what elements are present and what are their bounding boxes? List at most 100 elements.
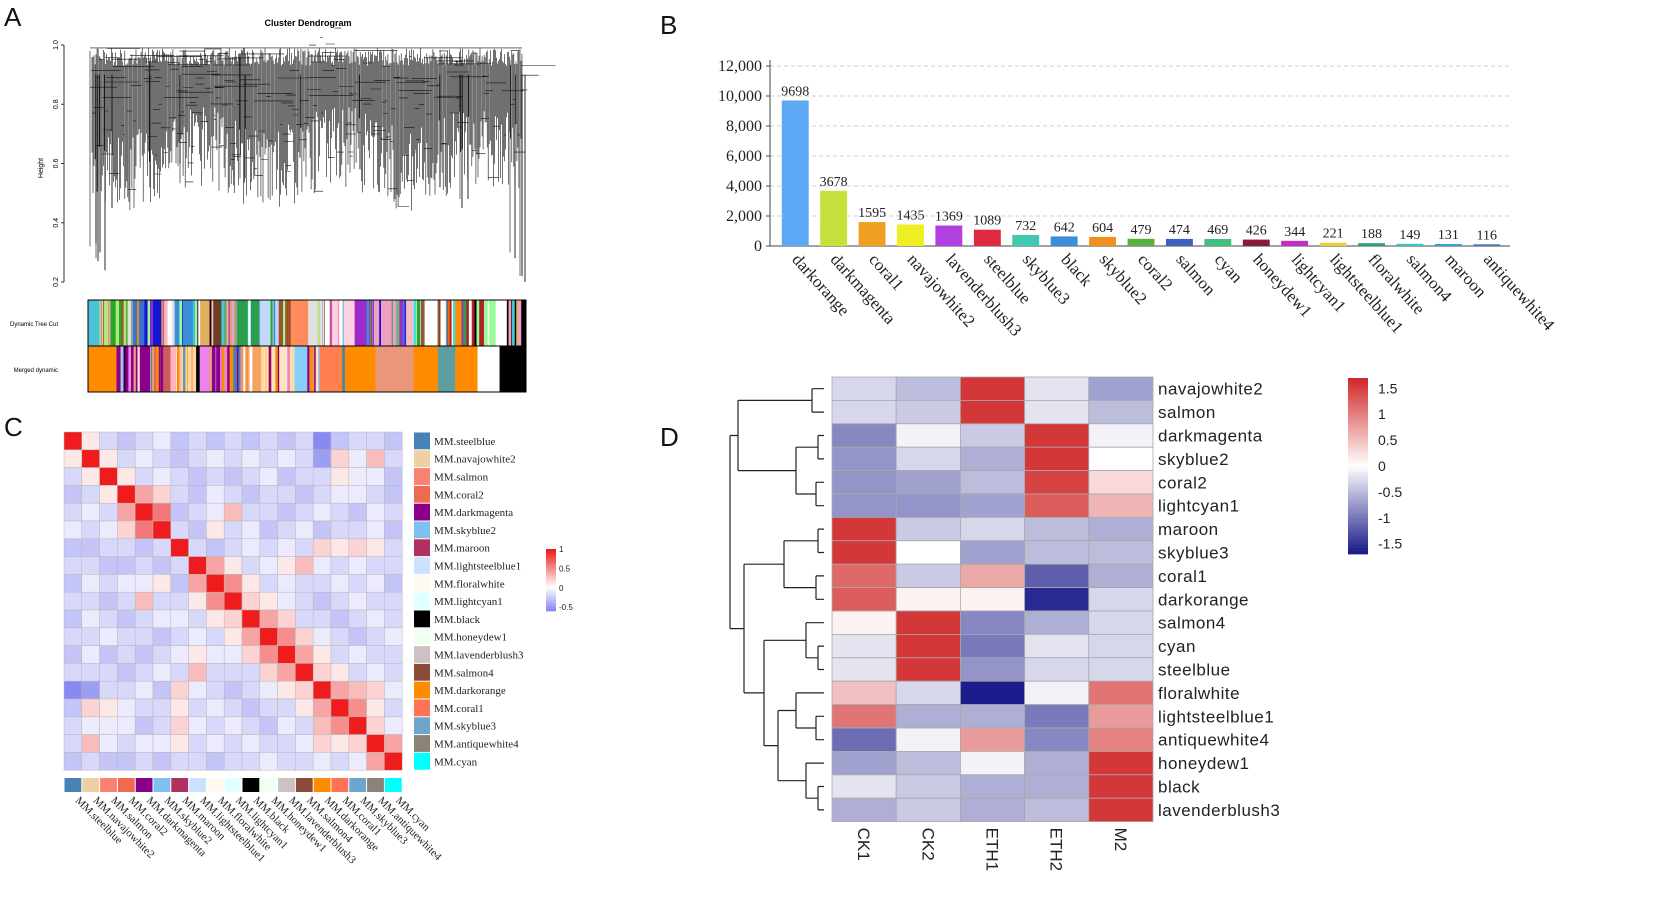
bar: [1358, 243, 1385, 246]
correlation-cell: [170, 431, 189, 451]
dynamic-tree-cut-stripe: [366, 300, 370, 346]
trait-heatmap-cell: [1024, 399, 1090, 425]
correlation-col-color-swatch: [384, 778, 402, 792]
correlation-row-color-swatch: [414, 752, 430, 770]
trait-heatmap-cell: [1024, 774, 1090, 799]
trait-heatmap-cell: [895, 517, 961, 542]
correlation-cell: [188, 591, 207, 611]
correlation-cell: [295, 574, 314, 593]
correlation-cell: [152, 556, 172, 575]
bar: [1434, 244, 1462, 246]
correlation-cell: [295, 609, 314, 629]
bar-chart-y-tick-label: 12,000: [718, 58, 762, 75]
correlation-cell: [81, 663, 100, 682]
dynamic-tree-cut-stripe: [487, 300, 490, 346]
trait-row-label: salmon4: [1158, 614, 1226, 633]
correlation-legend-step: [546, 580, 556, 583]
dynamic-tree-cut-stripe: [517, 300, 522, 346]
trait-heatmap-cell: [960, 493, 1026, 518]
correlation-cell: [295, 752, 314, 771]
trait-legend-tick: 1.5: [1378, 380, 1398, 396]
correlation-col-color-swatch: [313, 778, 331, 792]
bar-value-label: 188: [1361, 227, 1382, 242]
trait-legend-step: [1348, 416, 1368, 420]
correlation-cell: [206, 520, 225, 540]
trait-heatmap-cell: [831, 493, 897, 518]
correlation-cell: [152, 663, 172, 682]
dynamic-tree-cut-stripe: [339, 300, 343, 346]
bar-category-label: salmon: [1172, 250, 1219, 300]
correlation-row-label: MM.navajowhite2: [434, 454, 516, 466]
correlation-cell: [312, 431, 332, 451]
dynamic-tree-cut-stripe: [437, 300, 441, 346]
correlation-cell: [348, 431, 367, 451]
correlation-cell: [63, 680, 83, 700]
correlation-col-color-swatch: [278, 778, 295, 792]
trait-row-label: floralwhite: [1158, 684, 1240, 703]
merged-dynamic-stripe: [143, 346, 145, 392]
correlation-legend-step: [546, 596, 556, 599]
correlation-cell: [152, 752, 172, 771]
correlation-cell: [188, 609, 207, 629]
correlation-cell: [366, 627, 385, 646]
trait-legend-step: [1348, 545, 1368, 549]
trait-heatmap-cell: [831, 751, 897, 776]
correlation-cell: [223, 663, 243, 682]
correlation-cell: [384, 431, 403, 451]
correlation-cell: [366, 485, 385, 504]
trait-heatmap-cell: [895, 704, 961, 729]
dendrogram-y-tick-label: 0.4: [53, 218, 60, 228]
correlation-row-color-swatch: [414, 450, 430, 468]
correlation-cell: [330, 431, 350, 451]
trait-row-label: darkorange: [1158, 590, 1249, 609]
correlation-cell: [81, 591, 100, 611]
correlation-cell: [330, 680, 350, 700]
correlation-cell: [81, 698, 100, 718]
panel-a-dendrogram: A Cluster Dendrogram Height 0.2 0.4 0.6 0.8…: [4, 2, 556, 393]
bar: [897, 224, 924, 246]
dynamic-tree-cut-stripe: [468, 300, 472, 346]
dynamic-tree-cut-stripe: [270, 300, 273, 346]
trait-legend-step: [1348, 551, 1368, 555]
trait-legend-step: [1348, 483, 1368, 487]
correlation-row-label: MM.lavenderblush3: [434, 650, 524, 662]
correlation-cell: [170, 752, 189, 771]
correlation-cell: [259, 467, 278, 486]
correlation-cell: [99, 663, 118, 682]
bar-chart-y-tick-label: 4,000: [726, 178, 762, 195]
dynamic-tree-cut-stripe: [164, 300, 168, 346]
correlation-cell: [63, 627, 83, 646]
correlation-cell: [99, 680, 118, 700]
correlation-legend-step: [546, 608, 556, 612]
correlation-legend-step: [546, 555, 556, 558]
correlation-cell: [188, 485, 207, 504]
dynamic-tree-cut-segment: [172, 300, 197, 346]
trait-column-label: M2: [1111, 828, 1130, 852]
correlation-legend-tick: 1: [559, 545, 564, 554]
merged-dynamic-stripe: [315, 346, 319, 392]
correlation-cell: [117, 698, 136, 718]
correlation-cell: [152, 716, 172, 735]
merged-dynamic-stripe: [216, 346, 221, 392]
dynamic-tree-cut-stripe: [147, 300, 151, 346]
correlation-cell: [295, 556, 314, 575]
correlation-cell: [366, 716, 385, 735]
correlation-cell: [188, 556, 207, 575]
correlation-cell: [330, 752, 350, 771]
trait-heatmap-cell: [960, 610, 1026, 635]
panel-a-letter: A: [4, 2, 22, 32]
correlation-cell: [241, 680, 261, 700]
correlation-legend-step: [546, 582, 556, 585]
correlation-cell: [312, 752, 332, 771]
trait-legend-step: [1348, 445, 1368, 449]
correlation-col-color-swatch: [224, 778, 242, 792]
trait-legend-tick: -0.5: [1378, 484, 1402, 500]
trait-heatmap-cell: [1024, 610, 1090, 635]
trait-heatmap-cell: [1024, 563, 1090, 589]
trait-row-label: lavenderblush3: [1158, 801, 1280, 820]
correlation-col-color-swatch: [82, 778, 100, 792]
merged-dynamic-stripe: [307, 346, 310, 392]
correlation-cell: [295, 591, 314, 611]
trait-legend-step: [1348, 524, 1368, 528]
correlation-cell: [384, 485, 403, 504]
